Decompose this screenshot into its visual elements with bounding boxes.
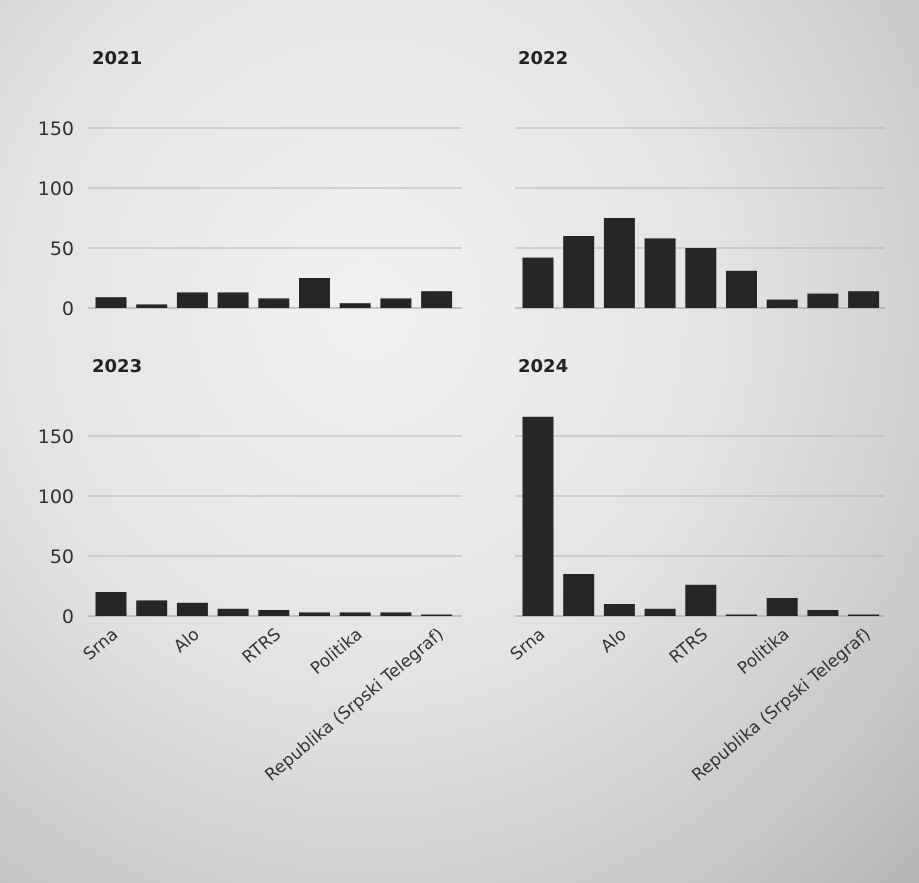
bar-2024-4 [685, 584, 717, 616]
bar-2024-8 [848, 614, 880, 616]
bar-2022-4 [685, 248, 717, 308]
bar-2023-1 [136, 600, 168, 616]
y-tick-label: 50 [50, 238, 74, 260]
panel-title-2022: 2022 [518, 48, 568, 69]
x-tick-label: Srna [80, 625, 122, 665]
bar-2023-4 [258, 610, 290, 616]
bar-2021-7 [380, 298, 412, 308]
panel-title-2024: 2024 [518, 356, 568, 377]
y-tick-label: 100 [38, 178, 74, 200]
bar-2022-0 [522, 257, 554, 308]
bar-2023-6 [339, 612, 371, 616]
y-tick-label: 150 [38, 426, 74, 448]
bar-2021-3 [217, 292, 249, 308]
bar-2024-7 [807, 610, 839, 616]
bar-2022-2 [603, 218, 635, 308]
bar-2022-1 [563, 236, 595, 308]
y-tick-label: 100 [38, 486, 74, 508]
bar-2023-5 [299, 612, 330, 616]
bar-2023-8 [421, 614, 453, 616]
bar-2021-2 [176, 292, 208, 308]
bar-2021-5 [299, 278, 330, 308]
bar-2021-6 [339, 303, 371, 308]
bar-2024-6 [766, 598, 798, 616]
x-tick-label: Politika [734, 625, 793, 679]
y-tick-label: 50 [50, 546, 74, 568]
panel-title-2021: 2021 [92, 48, 142, 69]
bar-2022-7 [807, 293, 839, 308]
bar-2024-0 [522, 416, 554, 616]
bar-2022-3 [644, 238, 676, 308]
bar-2023-0 [95, 592, 127, 616]
x-tick-label: Alo [170, 625, 203, 658]
bar-2023-2 [176, 602, 208, 616]
bar-2021-8 [421, 291, 453, 308]
y-tick-label: 150 [38, 118, 74, 140]
bar-2021-4 [258, 298, 290, 308]
x-tick-label: RTRS [239, 625, 285, 668]
x-tick-label: Alo [597, 625, 630, 658]
bar-2021-1 [136, 304, 168, 308]
bar-2022-6 [766, 299, 798, 308]
bar-2021-0 [95, 297, 127, 308]
bar-2023-7 [380, 612, 412, 616]
x-tick-label: Srna [507, 625, 549, 665]
y-tick-label: 0 [62, 606, 74, 628]
panel-title-2023: 2023 [92, 356, 142, 377]
x-tick-label: Politika [307, 625, 366, 679]
bar-2024-5 [726, 614, 757, 616]
bar-2022-8 [848, 291, 880, 308]
x-tick-label: RTRS [666, 625, 712, 668]
bar-2024-1 [563, 574, 595, 616]
bar-2022-5 [726, 270, 757, 308]
bar-2024-2 [603, 604, 635, 616]
bar-2024-3 [644, 608, 676, 616]
y-tick-label: 0 [62, 298, 74, 320]
bar-2023-3 [217, 608, 249, 616]
